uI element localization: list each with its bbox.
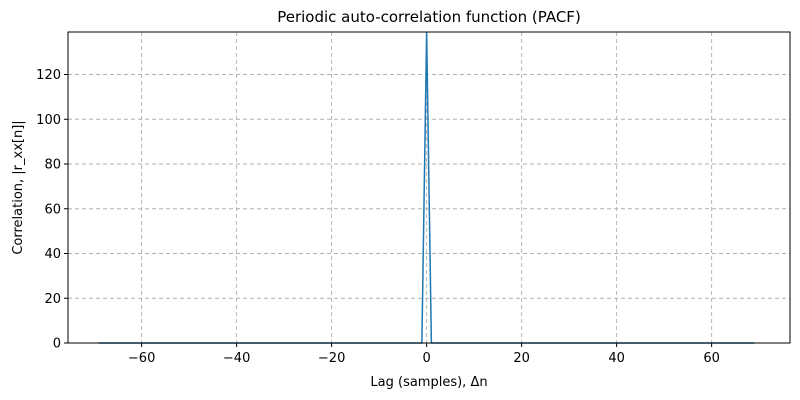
x-tick-label: −40: [223, 351, 250, 366]
y-tick-label: 100: [36, 113, 61, 128]
y-tick-label: 0: [53, 337, 61, 352]
x-tick-label: 0: [422, 351, 430, 366]
x-tick-label: −60: [128, 351, 155, 366]
x-tick-label: 40: [608, 351, 625, 366]
x-tick-label: 60: [703, 351, 720, 366]
y-tick-label: 40: [44, 247, 61, 262]
y-tick-label: 20: [44, 292, 61, 307]
y-tick-label: 120: [36, 68, 61, 83]
y-axis-label: Correlation, |r_xx[n]|: [11, 120, 26, 254]
y-tick-label: 60: [44, 202, 61, 217]
x-axis-label: Lag (samples), Δn: [370, 375, 487, 390]
x-tick-label: 20: [513, 351, 530, 366]
y-tick-label: 80: [44, 158, 61, 173]
chart-title: Periodic auto-correlation function (PACF…: [277, 8, 581, 26]
y-axis: 0 20 40 60 80 100 120: [36, 68, 68, 352]
plot-frame: [67, 31, 791, 344]
x-axis: −60 −40 −20 0 20 40 60: [128, 343, 720, 366]
x-tick-label: −20: [318, 351, 345, 366]
